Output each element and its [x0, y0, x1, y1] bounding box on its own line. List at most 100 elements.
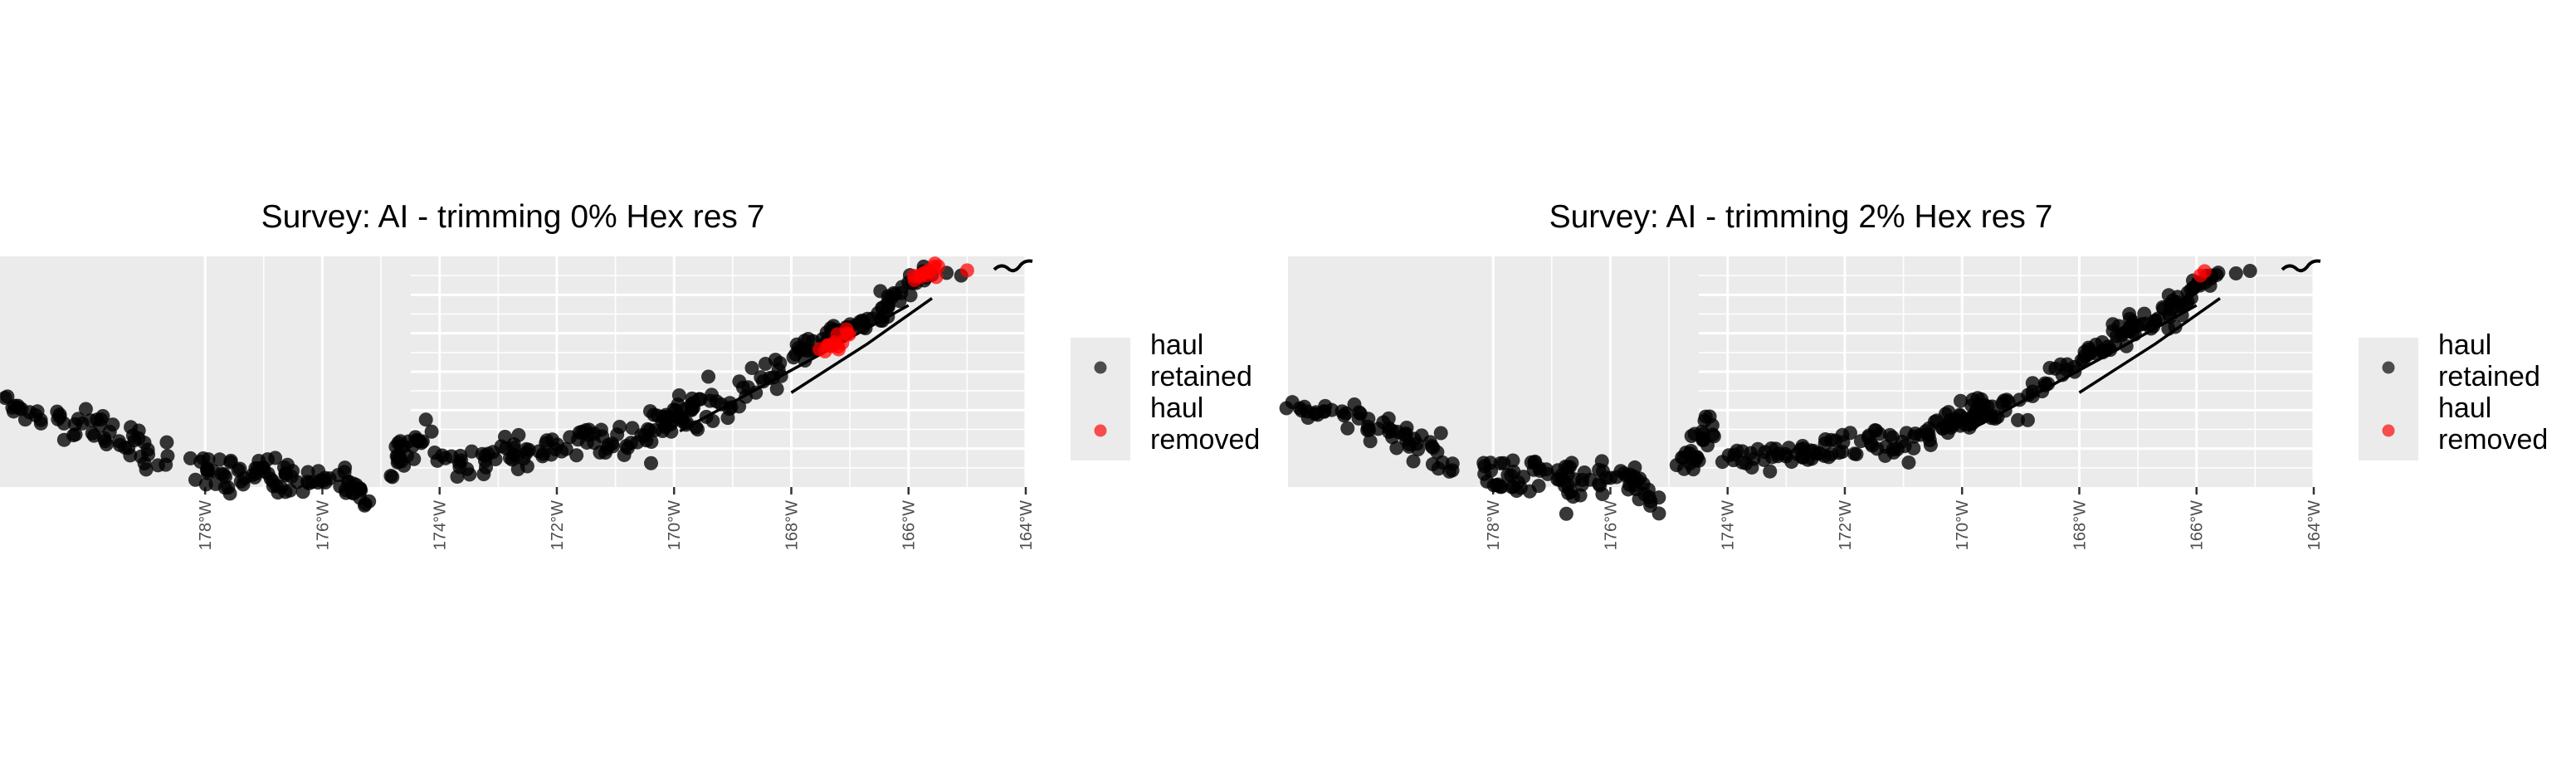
data-point: [1627, 460, 1642, 475]
data-point: [1882, 427, 1897, 442]
data-point: [769, 382, 784, 397]
legend-key: [1094, 424, 1107, 437]
data-point: [684, 402, 699, 417]
data-point: [97, 431, 112, 446]
data-point: [1849, 447, 1864, 462]
data-point: [453, 448, 468, 463]
data-point: [462, 467, 477, 482]
data-point: [693, 392, 708, 407]
data-point: [1483, 456, 1498, 470]
data-point: [2211, 266, 2226, 280]
legend-label: retained: [1150, 361, 1252, 392]
x-tick-label: 176°W: [1602, 500, 1620, 550]
legend-label: haul: [2438, 392, 2491, 424]
data-point: [1406, 454, 1421, 469]
data-point: [56, 416, 71, 431]
data-point: [1360, 422, 1375, 437]
data-point: [1493, 456, 1508, 470]
data-point: [1361, 412, 1376, 426]
x-tick-label: 166°W: [900, 500, 919, 550]
data-point: [1477, 466, 1492, 481]
data-point: [232, 461, 247, 476]
data-point: [1842, 426, 1857, 441]
data-point: [1363, 434, 1378, 449]
x-tick-label: 168°W: [2071, 500, 2089, 550]
data-point: [71, 412, 85, 426]
data-point: [1999, 392, 2014, 407]
data-point: [123, 448, 138, 463]
data-point: [1923, 437, 1938, 452]
data-point: [569, 448, 584, 463]
legend-label: removed: [1150, 424, 1260, 456]
series-haul-removed: [2193, 264, 2212, 283]
data-point: [1422, 435, 1437, 450]
data-point: [1676, 461, 1691, 476]
legend-key: [2382, 361, 2395, 374]
data-point: [690, 422, 705, 437]
data-point: [860, 311, 875, 326]
data-point: [414, 436, 429, 451]
data-point: [1325, 402, 1339, 417]
data-point: [773, 368, 788, 383]
x-tick-label: 174°W: [432, 500, 450, 550]
legend-label: haul: [1150, 329, 1203, 361]
data-point: [1750, 441, 1765, 456]
x-tick-label: 170°W: [1954, 500, 1972, 550]
data-point: [427, 446, 442, 460]
data-point: [1705, 418, 1720, 433]
data-point: [2037, 376, 2052, 391]
data-point: [679, 417, 694, 432]
data-point: [1651, 490, 1666, 505]
data-point: [418, 412, 433, 427]
x-tick-label: 166°W: [2188, 500, 2207, 550]
data-point: [399, 448, 414, 463]
data-point: [2011, 412, 2026, 427]
x-tick-label: 172°W: [549, 500, 567, 550]
data-point: [1684, 428, 1699, 443]
track-line: [2078, 297, 2221, 394]
data-point: [701, 369, 716, 384]
data-point: [393, 434, 407, 449]
data-point: [66, 428, 80, 443]
data-point: [1872, 426, 1887, 441]
data-point: [1927, 414, 1942, 429]
data-point: [2020, 412, 2035, 427]
data-point: [506, 436, 521, 451]
data-point: [1953, 393, 1968, 408]
data-point: [424, 424, 439, 439]
coastline: [993, 259, 1033, 273]
data-point: [2168, 319, 2183, 334]
horizontal-gridlines: [411, 275, 1026, 469]
chart-title: Survey: AI - trimming 0% Hex res 7: [261, 199, 765, 235]
data-point: [642, 404, 657, 419]
data-point: [1632, 471, 1647, 486]
data-point: [1763, 464, 1778, 479]
x-tick-label: 178°W: [197, 500, 215, 550]
data-point: [1509, 484, 1524, 499]
data-point: [1948, 413, 1963, 428]
data-point: [1407, 431, 1422, 446]
data-point: [929, 270, 944, 285]
data-point: [959, 263, 974, 278]
legend-key-background: [1071, 338, 1130, 460]
data-point: [903, 288, 918, 303]
data-point: [1706, 429, 1721, 444]
data-point: [188, 472, 203, 487]
data-point: [206, 463, 221, 478]
data-point: [671, 387, 686, 402]
data-point: [1988, 411, 2003, 426]
data-point: [217, 467, 232, 482]
data-point: [1531, 479, 1546, 494]
data-point: [2119, 339, 2134, 353]
data-point: [744, 360, 759, 375]
data-point: [1715, 455, 1730, 470]
data-point: [1389, 441, 1404, 456]
data-point: [548, 441, 563, 456]
data-point: [1964, 411, 1979, 426]
data-point: [749, 385, 764, 400]
legend-key: [1094, 361, 1107, 374]
x-tick-label: 178°W: [1485, 500, 1503, 550]
data-point: [160, 449, 175, 464]
